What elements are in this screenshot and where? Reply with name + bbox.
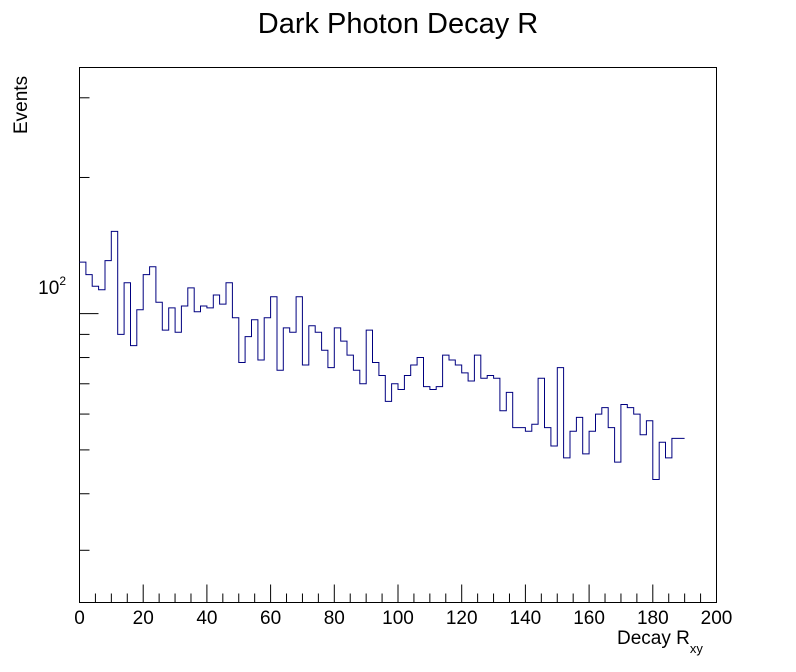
x-tick-label-180: 180	[637, 608, 669, 629]
x-axis-label-subscript: xy	[690, 641, 704, 656]
x-tick-label-160: 160	[573, 608, 605, 629]
x-tick-label-100: 100	[382, 608, 414, 629]
y-axis-label: Events	[11, 76, 32, 134]
y-tick-label-100: 102	[38, 274, 66, 299]
chart-title: Dark Photon Decay R	[258, 8, 538, 40]
plot-frame	[79, 67, 717, 603]
axis-ticks	[79, 97, 717, 603]
y-tick-labels: 102	[38, 274, 66, 299]
x-tick-label-200: 200	[701, 608, 733, 629]
x-tick-label-120: 120	[446, 608, 478, 629]
y-tick-exponent: 2	[59, 274, 66, 288]
x-tick-label-40: 40	[196, 608, 217, 629]
histogram-series-line	[79, 230, 685, 480]
x-tick-label-0: 0	[74, 608, 85, 629]
x-tick-label-140: 140	[510, 608, 542, 629]
x-axis-label: Decay Rxy	[617, 628, 703, 656]
x-tick-labels: 0 20 40 60 80 100 120 140 160 180 200	[74, 608, 732, 629]
x-tick-label-20: 20	[133, 608, 154, 629]
x-tick-label-80: 80	[324, 608, 345, 629]
x-tick-label-60: 60	[260, 608, 281, 629]
